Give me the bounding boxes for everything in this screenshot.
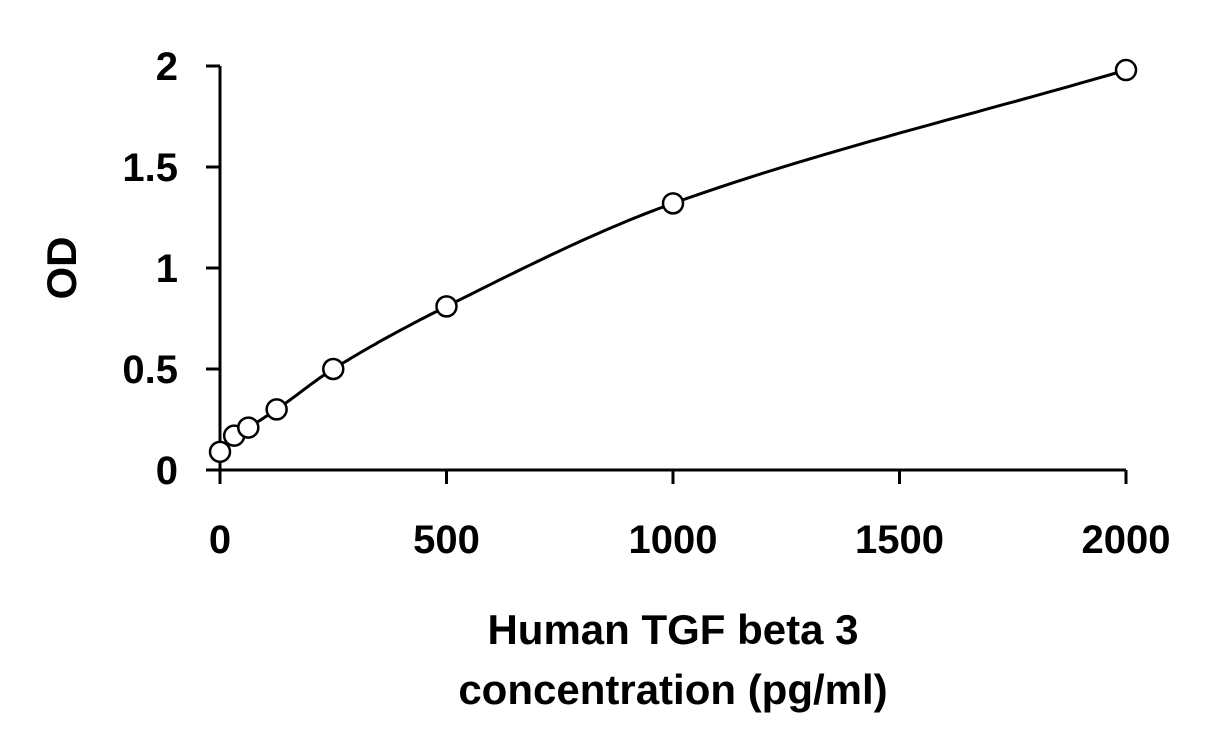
x-axis-title-line-2: concentration (pg/ml) — [458, 666, 887, 713]
data-points — [208, 58, 1138, 464]
x-axis-title-line-1: Human TGF beta 3 — [487, 606, 858, 653]
x-tick-label: 1000 — [629, 518, 718, 562]
y-tick-label: 1 — [156, 247, 178, 291]
data-point — [237, 416, 260, 439]
data-point — [1114, 58, 1138, 82]
fitted-curve — [218, 68, 1127, 453]
y-tick-label: 0 — [156, 449, 178, 493]
x-tick-label: 1500 — [855, 518, 944, 562]
data-point — [208, 440, 232, 464]
x-tick-label: 500 — [413, 518, 480, 562]
y-axis-title: OD — [38, 237, 85, 300]
data-point — [322, 357, 345, 381]
y-tick-label: 0.5 — [122, 348, 178, 392]
data-point — [265, 398, 288, 421]
data-point — [435, 295, 458, 318]
x-tick-label: 2000 — [1082, 518, 1171, 562]
y-axis-ticks: 0 0.5 1 1.5 2 — [122, 45, 220, 493]
plot-area: 0 0.5 1 1.5 2 0 500 1000 1500 2000 — [122, 45, 1170, 562]
x-tick-label: 0 — [209, 518, 231, 562]
data-point — [661, 192, 685, 215]
y-tick-label: 2 — [156, 45, 178, 89]
x-axis-ticks: 0 500 1000 1500 2000 — [209, 470, 1171, 562]
y-tick-label: 1.5 — [122, 146, 178, 190]
